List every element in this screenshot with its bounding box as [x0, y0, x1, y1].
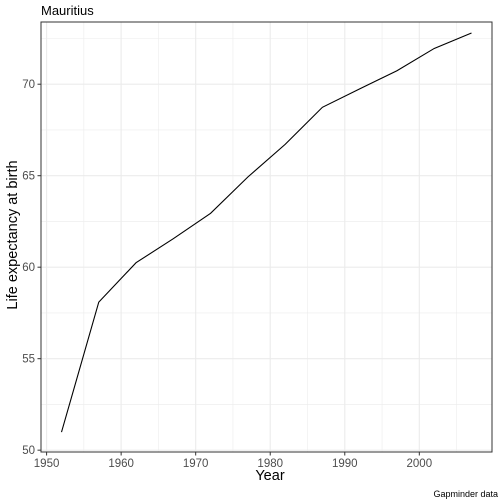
x-tick-label: 1960: [108, 458, 134, 470]
panel-border: [40, 21, 493, 453]
y-tick-label: 70: [22, 79, 35, 91]
y-axis-title: Life expectancy at birth: [5, 160, 21, 309]
chart-title: Mauritius: [41, 3, 94, 18]
x-axis-title: Year: [255, 468, 284, 484]
x-tick-label: 2000: [407, 458, 433, 470]
y-tick-label: 65: [22, 171, 35, 183]
minor-gridlines: [41, 22, 492, 452]
y-tick-label: 50: [22, 445, 35, 457]
x-tick-label: 1980: [257, 458, 283, 470]
y-tick-label: 55: [22, 354, 35, 366]
x-tick-label: 1950: [34, 458, 60, 470]
y-axis-ticks: 50 55 60 65 70: [22, 79, 41, 457]
major-gridlines: [41, 22, 492, 452]
x-axis-ticks: 1950 1960 1970 1980 1990 2000: [34, 452, 432, 470]
chart-caption: Gapminder data: [433, 489, 498, 499]
x-tick-label: 1990: [332, 458, 358, 470]
y-tick-label: 60: [22, 262, 35, 274]
x-tick-label: 1970: [183, 458, 209, 470]
series-line: [60, 32, 472, 433]
